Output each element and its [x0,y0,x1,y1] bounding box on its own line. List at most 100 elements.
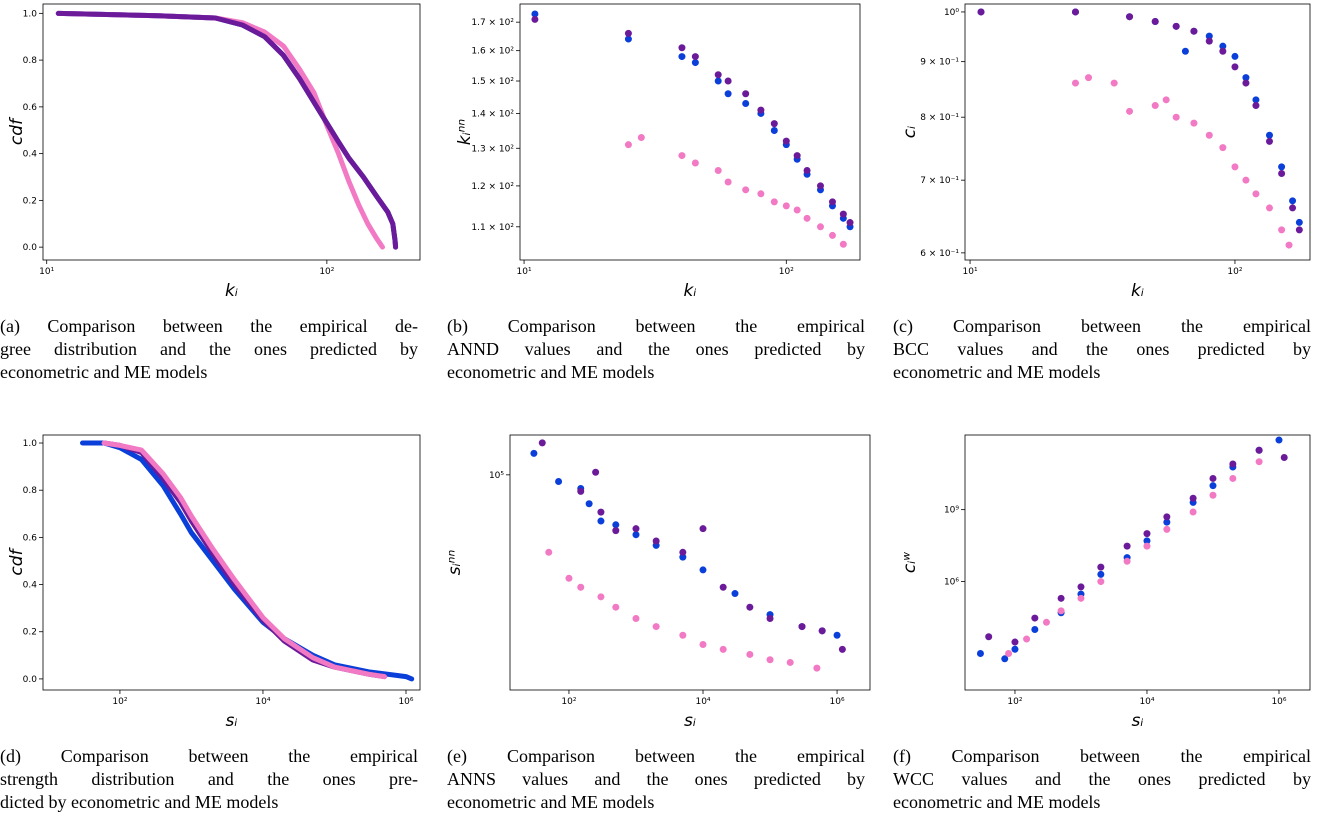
point [624,141,632,149]
point [714,77,722,85]
point [555,477,563,485]
y-tick-label: 0.4 [23,581,38,591]
point [977,8,985,16]
y-tick-label: 1.2 × 10² [471,182,514,192]
y-tick-label: 9 × 10⁻¹ [920,58,959,68]
point [742,186,750,194]
point [1162,96,1170,104]
point [632,614,640,622]
point [1278,226,1286,234]
point [624,29,632,37]
point [770,127,778,135]
point [585,500,593,508]
point [1295,226,1303,234]
point [1011,645,1019,653]
caption-line: WCC values and the ones predicted by [893,769,1311,789]
subplot: 10¹ 10² 1.1 × 10² 1.2 × 10² 1.3 × 10² 1.4 × 1… [455,3,861,301]
y-tick-label: 7 × 10⁻¹ [920,176,959,186]
point [1097,563,1105,571]
point [1189,508,1197,516]
point [1289,197,1297,205]
point [1163,525,1171,533]
y-axis-label: kᵢⁿⁿ [455,119,475,146]
caption-line: (b) Comparison between the empirical [447,316,865,336]
point [1242,176,1250,184]
point [1031,626,1039,634]
y-tick-label: 1.0 [23,439,38,449]
point [1151,17,1159,25]
point [1275,436,1283,444]
point [1126,13,1134,21]
y-tick-label: 1.5 × 10² [471,77,514,87]
point [1229,474,1237,482]
point [1278,163,1286,171]
point [1295,218,1303,226]
point [1151,102,1159,110]
caption-line: (a) Comparison between the empirical de- [0,316,418,336]
point [714,71,722,79]
point [632,531,640,539]
point [1205,37,1213,45]
x-tick-label: 10⁶ [1271,697,1286,707]
point [1110,79,1118,87]
point [1042,618,1050,626]
point [1265,204,1273,212]
point [1057,594,1065,602]
point [1265,137,1273,145]
point [699,640,707,648]
y-tick-label: 0.6 [23,533,38,543]
point [746,603,754,611]
point [793,152,801,160]
caption: (c) Comparison between the empirical BCC … [893,315,1311,384]
caption-line: (d) Comparison between the empirical [0,746,418,766]
point [1231,163,1239,171]
point [838,645,846,653]
point [1057,607,1065,615]
point [839,240,847,248]
point [1229,460,1237,468]
point [678,53,686,61]
caption-line: gree distribution and the ones predicted… [0,339,418,359]
plot-frame [964,3,1311,261]
point [798,623,806,631]
point [757,190,765,198]
y-axis-label: cᵢʷ [900,552,920,573]
point [612,603,620,611]
point [803,166,811,174]
point [652,537,660,545]
point [1071,79,1079,87]
x-tick-label: 10⁴ [695,697,710,707]
x-axis-label: kᵢ [1131,281,1144,301]
point [1181,47,1189,55]
point [1097,570,1105,578]
point [597,508,605,516]
point [1255,458,1263,466]
y-tick-label: 0.0 [23,243,38,253]
point [530,449,538,457]
cdf-line [55,10,399,250]
cdf-line [80,440,415,682]
point [624,35,632,43]
point [1255,446,1263,454]
x-tick-label: 10² [561,697,576,707]
y-tick-label: 1.6 × 10² [471,47,514,57]
point [1011,638,1019,646]
y-axis-label: sᵢⁿⁿ [445,550,465,576]
point [813,664,821,672]
point [766,614,774,622]
caption: (a) Comparison between the empirical de-… [0,315,418,384]
point [545,548,553,556]
y-tick-label: 1.7 × 10² [471,18,514,28]
point [691,53,699,61]
point [757,106,765,114]
x-tick-label: 10⁴ [255,697,270,707]
x-tick-label: 10⁶ [830,697,845,707]
point [714,166,722,174]
point [1289,204,1297,212]
point [1242,79,1250,87]
caption-line: dicted by econometric and ME models [0,792,279,812]
point [1219,144,1227,152]
point [1172,22,1180,30]
point [1172,113,1180,121]
